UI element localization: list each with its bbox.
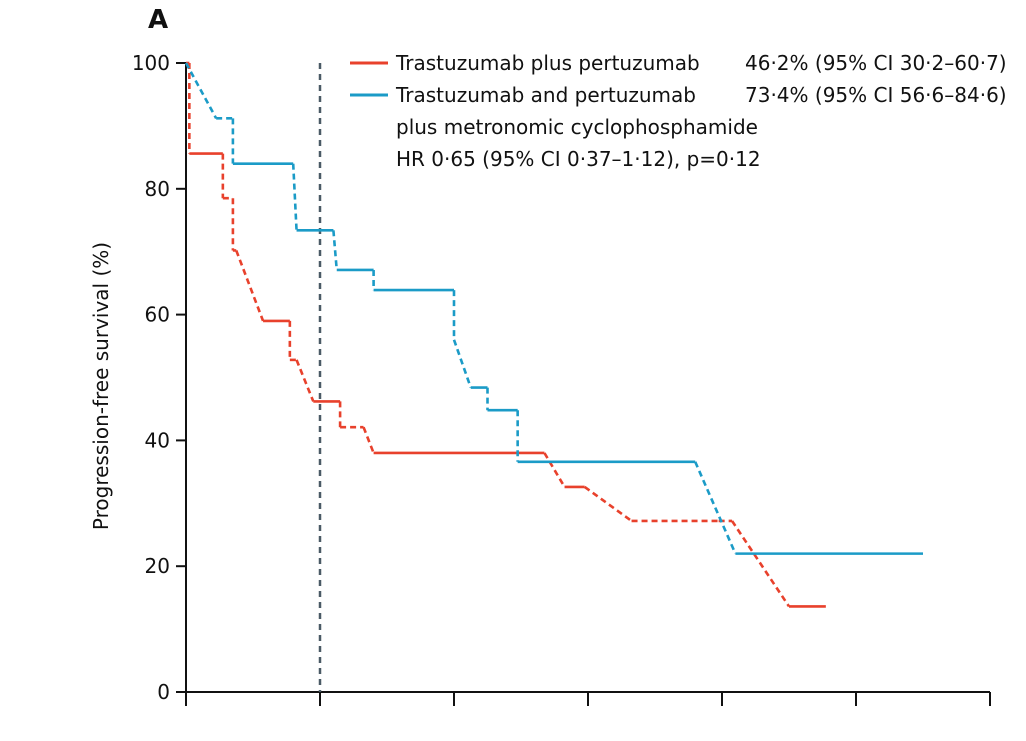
curve-segment [730,520,791,608]
curve-segment [184,62,218,119]
hazard-ratio-text: HR 0·65 (95% CI 0·37–1·12), p=0·12 [396,147,761,171]
y-tick-label: 80 [145,177,170,201]
legend-label-blue-continued: plus metronomic cyclophosphamide [396,115,758,139]
curve-segment [362,426,375,454]
y-axis-title: Progression-free survival (%) [89,242,113,530]
y-axis: 0 20 40 60 80 100 [132,51,187,704]
curve-segment [235,249,265,322]
survival-curves [184,61,923,608]
curve-segment [694,461,737,555]
curve-segment [583,485,633,522]
curve-segment [332,230,339,271]
curve-segment [543,452,566,488]
legend-label-red: Trastuzumab plus pertuzumab [395,51,700,75]
y-tick-label: 60 [145,303,170,327]
x-axis [185,691,991,706]
legend: Trastuzumab plus pertuzumab 46·2% (95% C… [350,51,1007,171]
curve-segment [295,359,315,402]
curve-segment [452,339,472,388]
legend-label-blue: Trastuzumab and pertuzumab [395,83,696,107]
series-trastuzumab-pertuzumab [186,61,826,608]
y-tick-label: 40 [145,428,170,452]
y-tick-label: 0 [157,680,170,704]
legend-stat-blue: 73·4% (95% CI 56·6–84·6) [745,83,1007,107]
y-tick-label: 100 [132,51,170,75]
panel-label: A [148,5,168,35]
legend-stat-red: 46·2% (95% CI 30·2–60·7) [745,51,1007,75]
series-trastuzumab-pertuzumab-cyclophosphamide [184,62,923,555]
curve-segment [291,163,298,231]
y-tick-label: 20 [145,554,170,578]
